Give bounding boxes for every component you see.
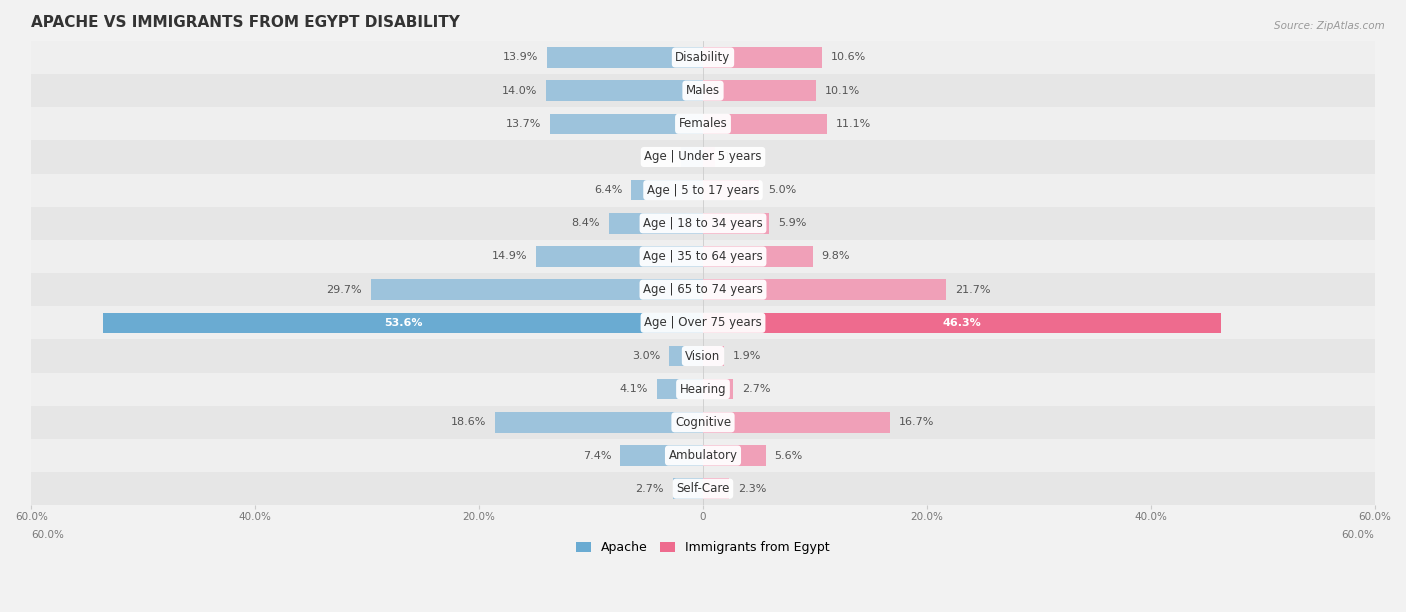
Text: 16.7%: 16.7% bbox=[898, 417, 934, 427]
Text: Females: Females bbox=[679, 118, 727, 130]
Text: 60.0%: 60.0% bbox=[1341, 530, 1375, 540]
Bar bbox=[703, 47, 821, 68]
Bar bbox=[371, 280, 703, 300]
Text: Age | Over 75 years: Age | Over 75 years bbox=[644, 316, 762, 329]
Text: APACHE VS IMMIGRANTS FROM EGYPT DISABILITY: APACHE VS IMMIGRANTS FROM EGYPT DISABILI… bbox=[31, 15, 460, 30]
Text: Self-Care: Self-Care bbox=[676, 482, 730, 495]
Bar bbox=[31, 406, 1375, 439]
Bar bbox=[547, 47, 703, 68]
Text: 46.3%: 46.3% bbox=[943, 318, 981, 328]
Bar bbox=[547, 80, 703, 101]
Bar bbox=[669, 346, 703, 367]
Text: 29.7%: 29.7% bbox=[326, 285, 361, 294]
Text: 13.9%: 13.9% bbox=[503, 53, 538, 62]
Bar bbox=[31, 273, 1375, 306]
Bar bbox=[31, 439, 1375, 472]
Text: Hearing: Hearing bbox=[679, 382, 727, 396]
Legend: Apache, Immigrants from Egypt: Apache, Immigrants from Egypt bbox=[571, 536, 835, 559]
Text: Cognitive: Cognitive bbox=[675, 416, 731, 429]
Text: Males: Males bbox=[686, 84, 720, 97]
Text: 21.7%: 21.7% bbox=[955, 285, 990, 294]
Bar bbox=[673, 479, 703, 499]
Text: Disability: Disability bbox=[675, 51, 731, 64]
Text: 5.0%: 5.0% bbox=[768, 185, 796, 195]
Text: 14.0%: 14.0% bbox=[502, 86, 537, 95]
Text: 4.1%: 4.1% bbox=[620, 384, 648, 394]
Bar bbox=[703, 346, 724, 367]
Bar bbox=[703, 479, 728, 499]
Bar bbox=[631, 180, 703, 201]
Bar bbox=[536, 246, 703, 267]
Text: Age | 5 to 17 years: Age | 5 to 17 years bbox=[647, 184, 759, 196]
Bar bbox=[31, 373, 1375, 406]
Text: Age | Under 5 years: Age | Under 5 years bbox=[644, 151, 762, 163]
Bar bbox=[703, 280, 946, 300]
Bar bbox=[703, 213, 769, 234]
Text: 7.4%: 7.4% bbox=[582, 450, 612, 460]
Bar bbox=[31, 41, 1375, 74]
Text: Ambulatory: Ambulatory bbox=[668, 449, 738, 462]
Text: 11.1%: 11.1% bbox=[837, 119, 872, 129]
Text: Source: ZipAtlas.com: Source: ZipAtlas.com bbox=[1274, 21, 1385, 31]
Bar bbox=[495, 412, 703, 433]
Bar bbox=[609, 213, 703, 234]
Bar bbox=[31, 240, 1375, 273]
Bar bbox=[31, 306, 1375, 340]
Bar bbox=[103, 313, 703, 333]
Text: 2.7%: 2.7% bbox=[742, 384, 770, 394]
Text: Age | 65 to 74 years: Age | 65 to 74 years bbox=[643, 283, 763, 296]
Text: Age | 18 to 34 years: Age | 18 to 34 years bbox=[643, 217, 763, 230]
Text: 2.7%: 2.7% bbox=[636, 483, 664, 494]
Bar bbox=[31, 74, 1375, 107]
Bar bbox=[703, 446, 766, 466]
Text: 18.6%: 18.6% bbox=[450, 417, 486, 427]
Bar bbox=[703, 114, 827, 134]
Text: 8.4%: 8.4% bbox=[571, 218, 600, 228]
Bar bbox=[681, 147, 703, 167]
Bar bbox=[550, 114, 703, 134]
Text: 1.9%: 1.9% bbox=[733, 351, 762, 361]
Bar bbox=[703, 147, 716, 167]
Text: Vision: Vision bbox=[685, 349, 721, 362]
Text: 60.0%: 60.0% bbox=[31, 530, 65, 540]
Text: 53.6%: 53.6% bbox=[384, 318, 422, 328]
Bar bbox=[31, 174, 1375, 207]
Text: 10.6%: 10.6% bbox=[831, 53, 866, 62]
Text: Age | 35 to 64 years: Age | 35 to 64 years bbox=[643, 250, 763, 263]
Bar bbox=[31, 472, 1375, 506]
Text: 5.9%: 5.9% bbox=[778, 218, 807, 228]
Text: 13.7%: 13.7% bbox=[505, 119, 541, 129]
Bar bbox=[31, 207, 1375, 240]
Text: 2.3%: 2.3% bbox=[738, 483, 766, 494]
Bar bbox=[31, 340, 1375, 373]
Bar bbox=[703, 246, 813, 267]
Bar bbox=[620, 446, 703, 466]
Text: 2.0%: 2.0% bbox=[644, 152, 672, 162]
Text: 10.1%: 10.1% bbox=[825, 86, 860, 95]
Bar bbox=[703, 412, 890, 433]
Bar bbox=[703, 180, 759, 201]
Text: 5.6%: 5.6% bbox=[775, 450, 803, 460]
Bar bbox=[703, 80, 815, 101]
Bar bbox=[31, 107, 1375, 140]
Text: 3.0%: 3.0% bbox=[633, 351, 661, 361]
Text: 14.9%: 14.9% bbox=[492, 252, 527, 261]
Bar bbox=[31, 140, 1375, 174]
Bar bbox=[703, 313, 1222, 333]
Bar bbox=[703, 379, 733, 400]
Text: 1.1%: 1.1% bbox=[724, 152, 752, 162]
Bar bbox=[657, 379, 703, 400]
Text: 6.4%: 6.4% bbox=[595, 185, 623, 195]
Text: 9.8%: 9.8% bbox=[821, 252, 851, 261]
